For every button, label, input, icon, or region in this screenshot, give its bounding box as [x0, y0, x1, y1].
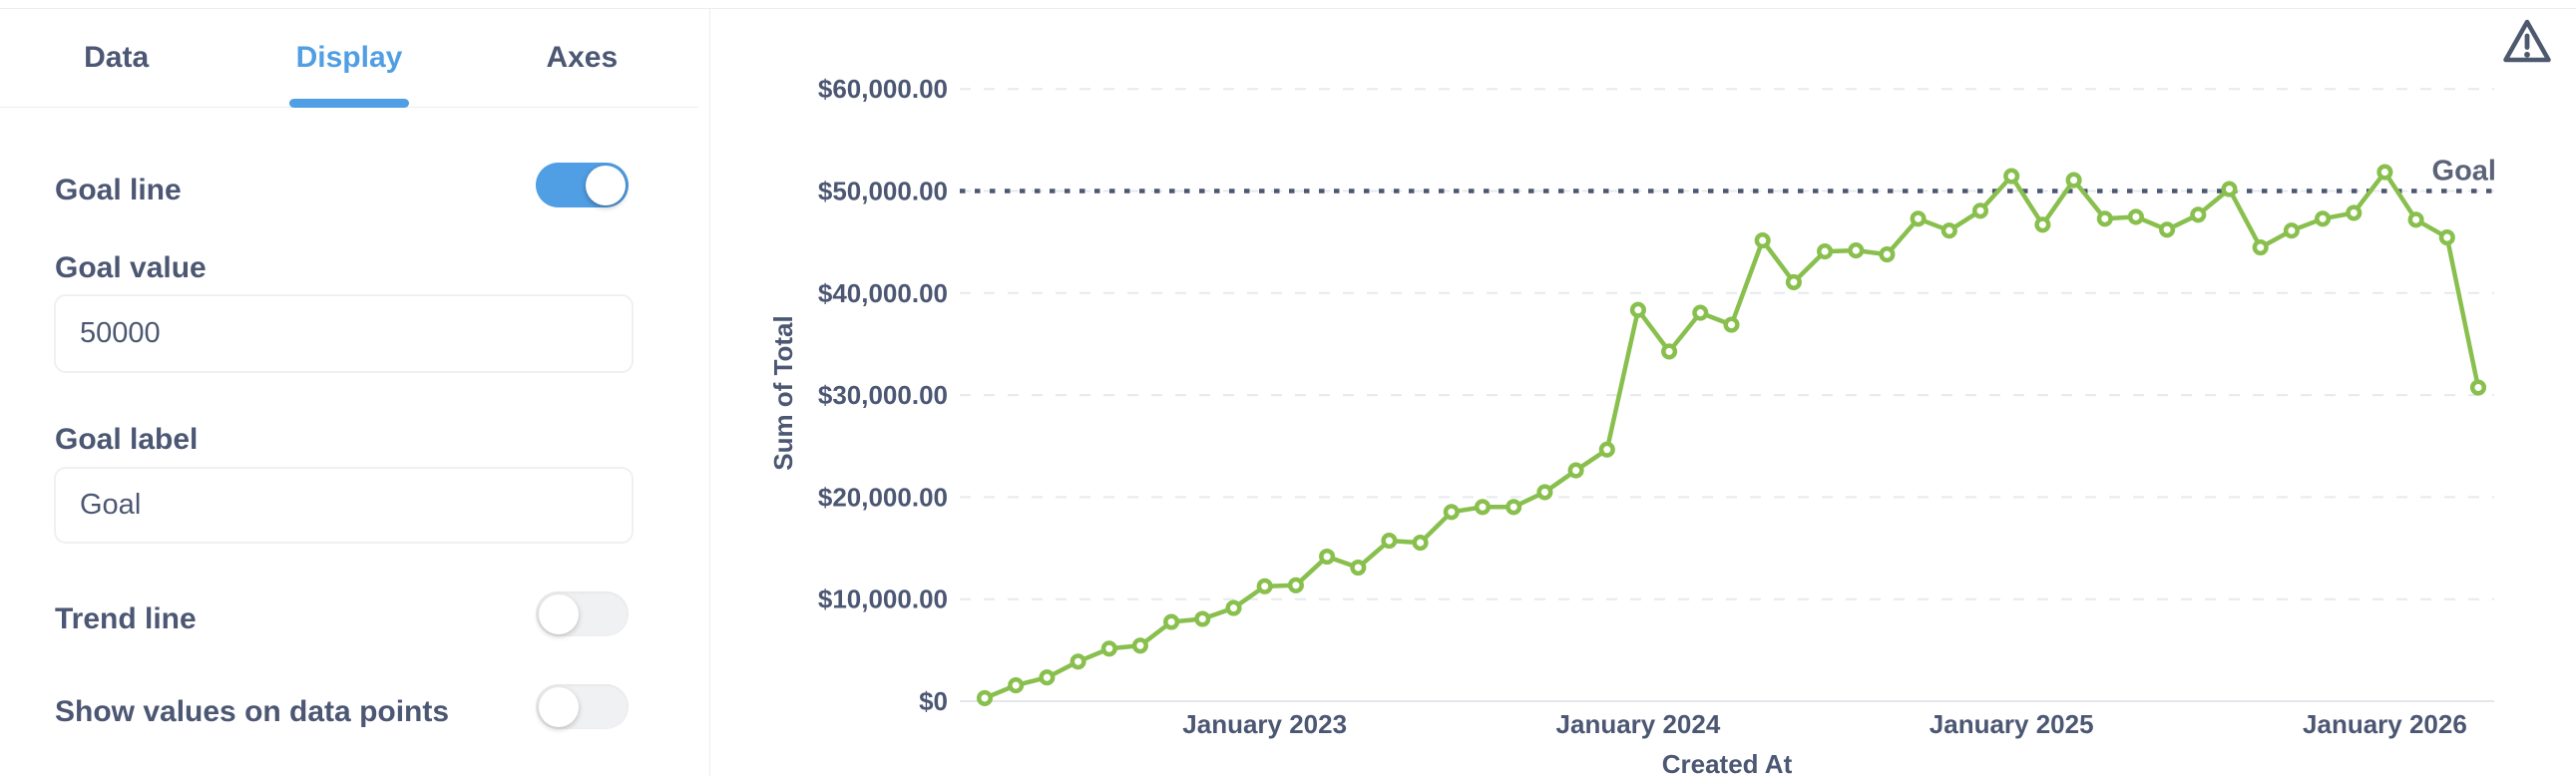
- data-point[interactable]: [1070, 653, 1086, 670]
- data-point[interactable]: [1225, 599, 1242, 616]
- goal-value-label: Goal value: [55, 251, 207, 284]
- goal-line-text: Goal: [2432, 156, 2496, 188]
- data-point[interactable]: [1131, 637, 1148, 654]
- data-point[interactable]: [2346, 204, 2362, 221]
- gridlines: [960, 88, 2494, 702]
- tab-axes[interactable]: Axes: [466, 9, 698, 107]
- data-point[interactable]: [1598, 441, 1615, 458]
- y-tick-label: $50,000.00: [818, 177, 948, 206]
- data-point[interactable]: [2096, 210, 2113, 227]
- data-point[interactable]: [1661, 343, 1678, 360]
- y-axis-tick-labels: $0 $10,000.00 $20,000.00 $30,000.00 $40,000.…: [818, 74, 948, 716]
- data-point[interactable]: [976, 689, 994, 706]
- top-divider: [0, 8, 2576, 9]
- goal-label-input[interactable]: [54, 467, 634, 544]
- goal-line-label: Goal line: [55, 174, 182, 206]
- trend-line-toggle[interactable]: [536, 591, 629, 636]
- data-point[interactable]: [2469, 379, 2487, 396]
- data-point[interactable]: [1723, 316, 1740, 333]
- data-point[interactable]: [1785, 273, 1802, 290]
- data-point[interactable]: [1505, 499, 1522, 516]
- data-point[interactable]: [2034, 216, 2051, 233]
- data-point[interactable]: [2376, 164, 2393, 181]
- x-tick-label: January 2023: [1182, 709, 1347, 739]
- data-point[interactable]: [1474, 499, 1492, 516]
- data-point[interactable]: [2407, 211, 2424, 228]
- data-point[interactable]: [1287, 577, 1304, 593]
- data-point[interactable]: [1008, 677, 1025, 694]
- data-point[interactable]: [1381, 533, 1398, 550]
- data-point[interactable]: [2438, 229, 2455, 246]
- x-tick-label: January 2024: [1556, 709, 1721, 739]
- data-point[interactable]: [1163, 613, 1180, 630]
- data-point[interactable]: [1039, 669, 1056, 686]
- y-tick-label: $60,000.00: [818, 74, 948, 104]
- warning-triangle-icon[interactable]: [2500, 16, 2554, 70]
- data-point[interactable]: [1443, 504, 1460, 521]
- tab-data[interactable]: Data: [0, 9, 232, 107]
- data-point[interactable]: [2190, 206, 2207, 223]
- y-tick-label: $10,000.00: [818, 584, 948, 614]
- data-point[interactable]: [2283, 222, 2300, 239]
- toggle-knob: [539, 686, 579, 727]
- settings-tab-bar: Data Display Axes: [0, 9, 698, 108]
- data-point[interactable]: [1536, 484, 1553, 501]
- data-point[interactable]: [1910, 210, 1927, 227]
- data-point[interactable]: [2221, 181, 2238, 197]
- y-tick-label: $0: [919, 686, 948, 716]
- data-point[interactable]: [2127, 208, 2144, 225]
- data-point[interactable]: [1194, 610, 1211, 627]
- data-point[interactable]: [2252, 239, 2269, 256]
- data-point[interactable]: [1567, 462, 1584, 479]
- data-point[interactable]: [1319, 548, 1336, 566]
- data-point[interactable]: [1754, 232, 1771, 249]
- data-point[interactable]: [1412, 535, 1429, 552]
- trend-line-label: Trend line: [55, 602, 197, 635]
- show-values-toggle[interactable]: [536, 684, 629, 729]
- x-tick-label: January 2026: [2303, 709, 2467, 739]
- data-point[interactable]: [2159, 221, 2176, 238]
- goal-value-input[interactable]: [54, 294, 634, 373]
- goal-line-toggle[interactable]: [536, 163, 629, 207]
- data-point[interactable]: [2003, 168, 2020, 185]
- series-points[interactable]: [976, 164, 2487, 706]
- data-point[interactable]: [1971, 202, 1989, 219]
- y-tick-label: $20,000.00: [818, 482, 948, 512]
- data-point[interactable]: [2065, 172, 2082, 189]
- data-point[interactable]: [1817, 243, 1834, 260]
- data-point[interactable]: [1350, 559, 1367, 577]
- data-point[interactable]: [1940, 222, 1957, 239]
- goal-label-label: Goal label: [55, 423, 199, 456]
- data-point[interactable]: [1100, 640, 1117, 657]
- data-point[interactable]: [1629, 301, 1646, 318]
- y-tick-label: $30,000.00: [818, 380, 948, 410]
- data-point[interactable]: [1692, 304, 1709, 321]
- data-point[interactable]: [1256, 578, 1273, 594]
- y-tick-label: $40,000.00: [818, 278, 948, 308]
- data-point[interactable]: [1879, 246, 1896, 263]
- x-axis-tick-labels: January 2023 January 2024 January 2025 Janu…: [1182, 709, 2467, 739]
- show-values-label: Show values on data points: [55, 695, 450, 728]
- data-point[interactable]: [2315, 210, 2332, 227]
- tab-display[interactable]: Display: [232, 9, 465, 107]
- y-axis-title: Sum of Total: [768, 315, 798, 471]
- x-axis-title: Created At: [1662, 749, 1793, 776]
- toggle-knob: [539, 593, 579, 634]
- x-tick-label: January 2025: [1930, 709, 2094, 739]
- toggle-knob: [586, 165, 626, 205]
- data-point[interactable]: [1848, 242, 1865, 259]
